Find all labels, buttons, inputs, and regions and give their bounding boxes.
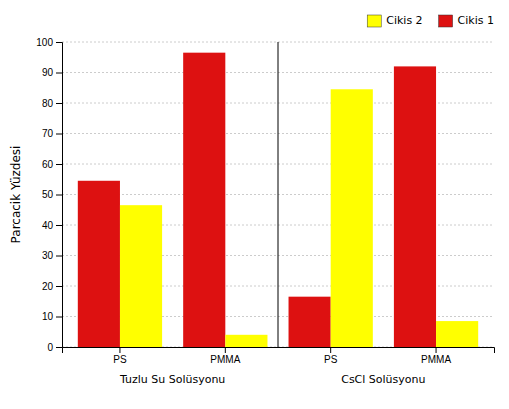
tick-label: PS (113, 354, 127, 365)
tick-label: 80 (42, 98, 54, 109)
chart: 0 10 20 30 40 50 60 70 80 90 100 PS PMMA PS PMMA Tuzlu … (0, 0, 509, 409)
tick-label: PS (324, 354, 338, 365)
tick-mark (56, 164, 62, 165)
tick-label: 70 (42, 128, 54, 139)
tick-mark (56, 225, 62, 226)
tick: PS (113, 347, 127, 365)
bar (120, 205, 162, 347)
tick-mark (56, 103, 62, 104)
tick-mark (56, 286, 62, 287)
bar (78, 181, 120, 347)
tick: 50 (42, 189, 62, 200)
bar (225, 335, 267, 347)
tick-label: 10 (42, 311, 54, 322)
group-label: CsCl Solüsyonu (341, 373, 425, 386)
bar (331, 89, 373, 347)
grid (62, 42, 494, 347)
group-separator (278, 42, 279, 347)
legend-item: Cikis 2 (367, 14, 422, 27)
legend-item: Cikis 1 (439, 14, 494, 27)
legend-label: Cikis 2 (386, 14, 422, 27)
tick: PS (324, 347, 338, 365)
legend: Cikis 2 Cikis 1 (367, 14, 494, 27)
tick-mark (56, 42, 62, 43)
tick: 20 (42, 281, 62, 292)
bar (394, 66, 436, 347)
axis-domain (56, 43, 63, 348)
tick: 70 (42, 128, 62, 139)
legend-swatch (367, 15, 381, 27)
tick: 40 (42, 220, 62, 231)
plot: 0 10 20 30 40 50 60 70 80 90 100 PS PMMA PS PMMA Tuzlu … (36, 37, 494, 386)
tick-label: PMMA (210, 354, 240, 365)
tick: PMMA (210, 347, 240, 365)
tick-mark (56, 347, 62, 348)
tick-mark (56, 73, 62, 74)
tick: PMMA (421, 347, 451, 365)
tick-mark (225, 347, 226, 353)
tick-mark (56, 256, 62, 257)
tick-label: 60 (42, 159, 54, 170)
group-label: Tuzlu Su Solüsyonu (119, 373, 225, 386)
tick: 0 (47, 342, 62, 353)
x-axis: PS PMMA PS PMMA (63, 347, 495, 365)
tick-label: 0 (47, 342, 53, 353)
bars (78, 42, 478, 347)
tick: 100 (36, 37, 62, 48)
tick: 80 (42, 98, 62, 109)
tick-mark (56, 134, 62, 135)
tick: 30 (42, 250, 62, 261)
legend-label: Cikis 1 (458, 14, 494, 27)
tick: 10 (42, 311, 62, 322)
tick-label: 100 (36, 37, 53, 48)
tick-label: 50 (42, 189, 54, 200)
tick-label: PMMA (421, 354, 451, 365)
tick-mark (330, 347, 331, 353)
bar (289, 297, 331, 347)
y-axis: 0 10 20 30 40 50 60 70 80 90 100 (36, 37, 62, 353)
tick: 90 (42, 67, 62, 78)
legend-swatch (439, 15, 453, 27)
tick-mark (56, 317, 62, 318)
tick-mark (436, 347, 437, 353)
tick-mark (56, 195, 62, 196)
axis-domain (63, 348, 495, 354)
tick-mark (119, 347, 120, 353)
y-axis-label: Parcacik Yüzdesi (9, 146, 23, 244)
tick-label: 90 (42, 67, 54, 78)
tick-label: 20 (42, 281, 54, 292)
bar (436, 321, 478, 347)
tick: 60 (42, 159, 62, 170)
tick-label: 30 (42, 250, 54, 261)
tick-label: 40 (42, 220, 54, 231)
bar (183, 53, 225, 347)
